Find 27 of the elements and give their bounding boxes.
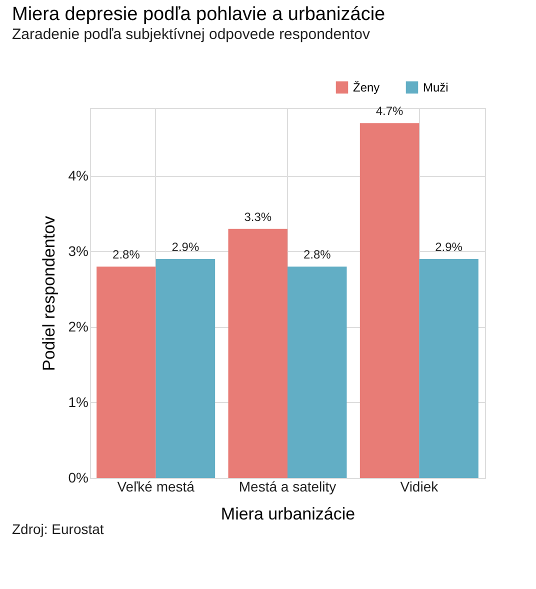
legend-label: Ženy xyxy=(353,80,380,94)
y-axis-title: Podiel respondentov xyxy=(39,216,58,372)
chart-subtitle: Zaradenie podľa subjektívnej odpovede respondentov xyxy=(12,26,370,43)
legend-label: Muži xyxy=(423,80,448,94)
bar xyxy=(360,123,420,478)
chart-title: Miera depresie podľa pohlavie a urbanizácie xyxy=(12,4,386,25)
bar xyxy=(288,266,347,478)
x-tick-label: Veľké mestá xyxy=(117,478,195,494)
bar xyxy=(96,266,156,478)
data-label: 4.7% xyxy=(376,104,404,118)
y-tick-label: 4% xyxy=(68,167,88,184)
text: Zdroj: Eurostat xyxy=(12,521,104,537)
bar xyxy=(156,259,216,478)
data-label: 2.9% xyxy=(172,240,200,254)
bar xyxy=(419,259,478,478)
data-label: 3.3% xyxy=(244,210,272,224)
data-label: 2.8% xyxy=(303,248,332,262)
y-tick-label: 2% xyxy=(68,318,88,334)
y-tick-label: 0% xyxy=(68,470,88,486)
y-tick-label: 3% xyxy=(68,242,88,259)
y-tick-label: 1% xyxy=(68,394,88,410)
data-label: 2.8% xyxy=(112,248,140,262)
bar xyxy=(228,228,288,478)
x-axis-title: Miera urbanizácie xyxy=(220,504,356,524)
x-tick-label: Mestá a satelity xyxy=(238,478,336,494)
x-tick-label: Vidiek xyxy=(400,478,440,494)
data-label: 2.9% xyxy=(435,240,463,254)
